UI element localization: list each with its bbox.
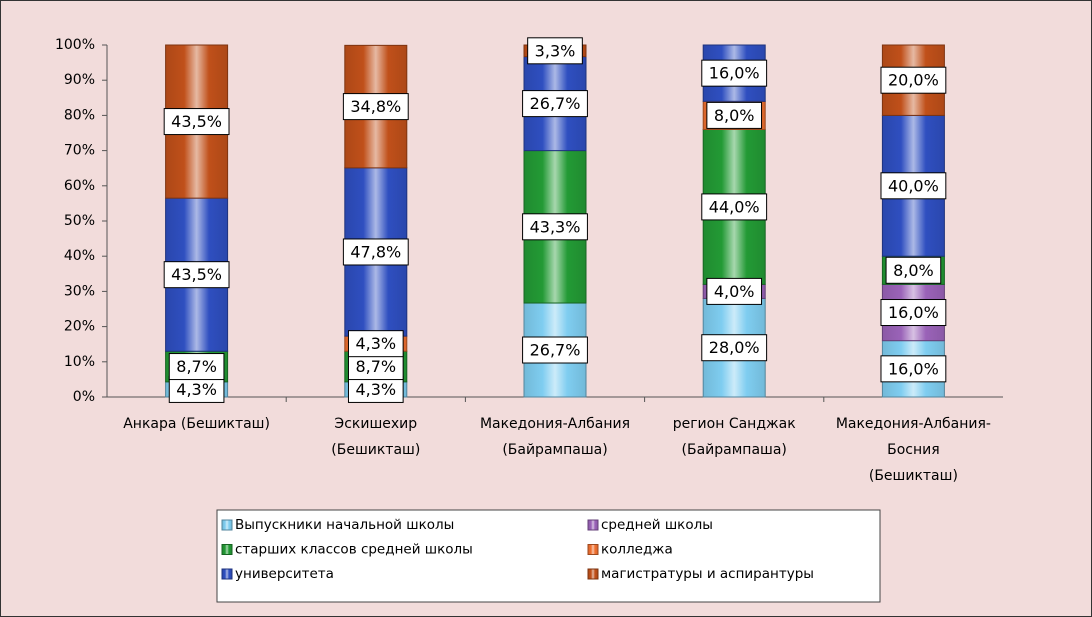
data-label-box [706, 277, 763, 305]
data-label: 43,3% [530, 217, 581, 236]
data-label: 43,5% [171, 112, 222, 131]
x-tick-label: регион Санджак (Байрампаша) [673, 416, 796, 458]
data-label: 26,7% [530, 341, 581, 360]
data-label: 28,0% [709, 338, 760, 357]
y-tick-label: 50% [64, 213, 95, 229]
y-tick-label: 70% [64, 143, 95, 159]
data-label-box [347, 375, 404, 403]
y-tick-label: 60% [64, 178, 95, 194]
y-tick-label: 100% [55, 37, 95, 53]
data-label-box [880, 355, 947, 383]
data-label: 4,3% [355, 334, 396, 353]
legend-marker [587, 519, 599, 531]
legend-marker [587, 568, 599, 580]
data-label: 34,8% [350, 97, 401, 116]
data-label-box [347, 330, 404, 358]
data-label-box [168, 375, 225, 403]
legend-label: Выпускники начальной школы [235, 517, 454, 533]
data-label-box [880, 172, 947, 200]
data-label: 16,0% [709, 64, 760, 83]
legend-label: колледжа [601, 542, 673, 558]
y-tick-label: 0% [73, 389, 95, 405]
legend-label: старших классов средней школы [235, 542, 473, 558]
data-label: 26,7% [530, 94, 581, 113]
data-label-box [168, 353, 225, 381]
legend-marker [221, 568, 233, 580]
data-label-box [522, 213, 588, 241]
data-label-box [880, 66, 947, 94]
data-label: 47,8% [350, 242, 401, 261]
y-tick-label: 80% [64, 107, 95, 123]
legend-label: магистратуры и аспирантуры [601, 566, 814, 582]
legend-marker [221, 519, 233, 531]
x-tick-label: Македония-Албания-Босния (Бешикташ) [836, 416, 991, 484]
data-label-box [522, 336, 588, 364]
data-label: 4,0% [714, 282, 755, 301]
legend-marker [221, 544, 233, 555]
data-label-box [706, 101, 763, 129]
data-label-box [163, 261, 230, 289]
data-label: 4,3% [176, 380, 217, 399]
data-label: 16,0% [888, 303, 939, 322]
x-tick-label: Эскишехир (Бешикташ) [331, 416, 420, 458]
data-label: 8,7% [176, 357, 217, 376]
x-tick-label: Анкара (Бешикташ) [123, 416, 270, 432]
data-label: 8,0% [893, 261, 934, 280]
data-label: 43,5% [171, 265, 222, 284]
data-label: 8,7% [355, 357, 396, 376]
data-label-box [885, 256, 942, 284]
legend-label: университета [235, 566, 334, 582]
data-label-box [163, 108, 230, 136]
data-label: 16,0% [888, 359, 939, 378]
data-label-box [527, 37, 583, 65]
legend-label: средней школы [601, 517, 713, 533]
data-label: 44,0% [709, 197, 760, 216]
legend-box [216, 509, 881, 603]
data-label-box [701, 334, 768, 362]
data-label: 3,3% [535, 41, 576, 60]
data-label-box [522, 90, 588, 118]
data-label: 8,0% [714, 106, 755, 125]
data-label: 40,0% [888, 176, 939, 195]
data-label: 4,3% [355, 380, 396, 399]
data-label-box [342, 238, 409, 266]
y-tick-label: 30% [64, 283, 95, 299]
y-tick-label: 40% [64, 248, 95, 264]
legend-marker [587, 544, 599, 555]
y-tick-label: 10% [64, 354, 95, 370]
x-tick-label: Македония-Албания (Байрампаша) [480, 416, 630, 458]
data-label-box [342, 93, 409, 121]
y-tick-label: 90% [64, 72, 95, 88]
data-label-box [701, 193, 768, 221]
y-tick-label: 20% [64, 319, 95, 335]
data-label-box [347, 353, 404, 381]
data-label: 20,0% [888, 71, 939, 90]
data-label-box [701, 59, 768, 87]
data-label-box [880, 299, 947, 327]
